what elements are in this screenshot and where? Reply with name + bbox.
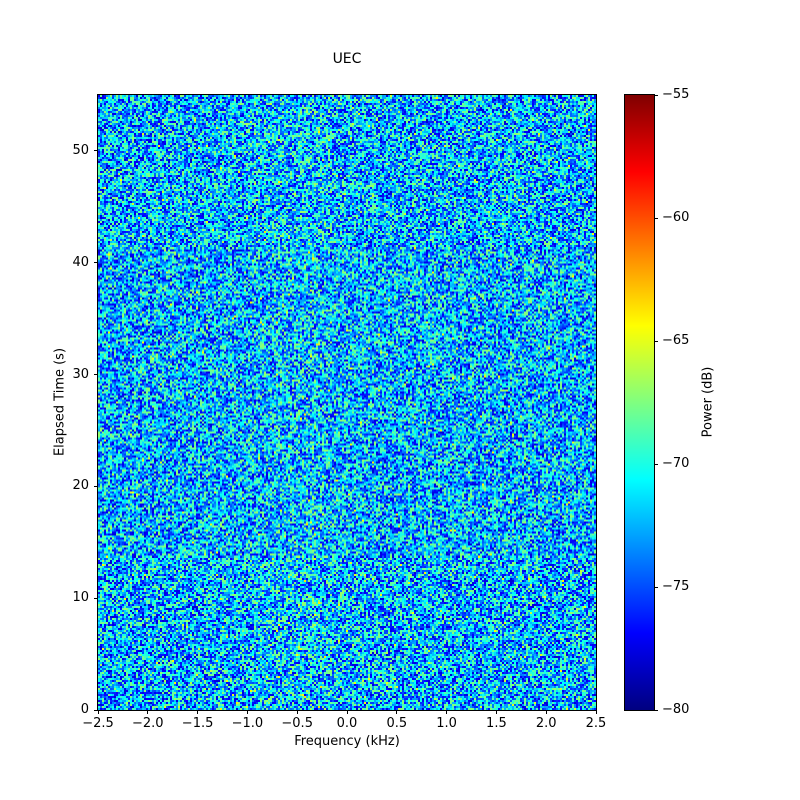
colorbar-tick-label: −60 — [662, 210, 690, 225]
x-tick-mark — [346, 710, 348, 714]
x-axis-label: Frequency (kHz) — [294, 734, 400, 749]
x-tick-mark — [495, 710, 497, 714]
colorbar-tick-mark — [654, 709, 658, 711]
x-tick-label: 0.5 — [386, 716, 408, 731]
y-tick-label: 40 — [72, 254, 89, 270]
x-tick-label: 1.5 — [486, 716, 507, 731]
x-tick-label: 1.0 — [436, 716, 457, 731]
x-tick-mark — [296, 710, 298, 714]
y-tick-label: 0 — [80, 702, 89, 717]
x-tick-label: −1.0 — [231, 716, 264, 731]
colorbar-tick-label: −80 — [662, 702, 690, 717]
y-tick-label: 20 — [72, 478, 89, 494]
colorbar-label: Power (dB) — [700, 366, 716, 438]
x-tick-mark — [147, 710, 149, 714]
x-tick-label: 0.0 — [336, 716, 358, 731]
y-tick-mark — [94, 709, 98, 711]
y-tick-label: 10 — [72, 590, 89, 606]
x-tick-mark — [97, 710, 99, 714]
x-tick-mark — [545, 710, 547, 714]
y-tick-label: 50 — [72, 142, 89, 158]
x-tick-label: −1.5 — [181, 716, 214, 731]
plot-title: UEC — [332, 51, 362, 67]
spectrogram-plot-area — [98, 95, 596, 710]
colorbar-tick-mark — [654, 217, 658, 219]
x-tick-mark — [197, 710, 199, 714]
y-tick-mark — [94, 597, 98, 599]
x-tick-label: 2.0 — [535, 716, 557, 731]
x-tick-label: −2.0 — [132, 716, 164, 731]
colorbar-tick-label: −65 — [662, 333, 690, 348]
colorbar-tick-label: −70 — [662, 456, 690, 471]
x-tick-label: −2.5 — [82, 716, 114, 731]
colorbar-tick-label: −75 — [662, 579, 690, 594]
y-tick-label: 30 — [72, 366, 89, 382]
y-tick-mark — [94, 485, 98, 487]
y-tick-mark — [94, 374, 98, 376]
x-tick-mark — [446, 710, 448, 714]
x-tick-mark — [246, 710, 248, 714]
x-tick-mark — [396, 710, 398, 714]
colorbar-tick-mark — [654, 586, 658, 588]
colorbar-tick-label: −55 — [662, 87, 690, 102]
colorbar-tick-mark — [654, 94, 658, 96]
colorbar-tick-mark — [654, 463, 658, 465]
y-tick-mark — [94, 262, 98, 264]
colorbar — [625, 95, 654, 710]
x-tick-label: −0.5 — [281, 716, 313, 731]
y-tick-mark — [94, 150, 98, 152]
colorbar-tick-mark — [654, 340, 658, 342]
x-tick-label: 2.5 — [585, 716, 607, 731]
x-tick-mark — [595, 710, 597, 714]
spectrogram-canvas — [98, 95, 596, 710]
